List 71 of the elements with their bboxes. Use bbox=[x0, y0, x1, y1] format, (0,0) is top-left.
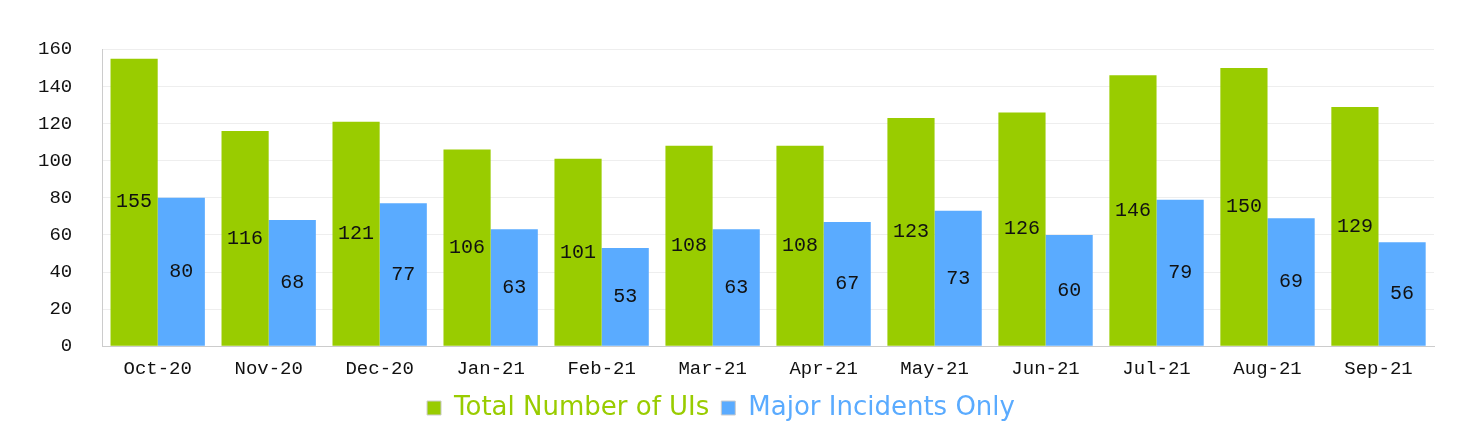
data-label: 73 bbox=[946, 266, 971, 290]
bar bbox=[665, 145, 713, 346]
data-label: 129 bbox=[1336, 214, 1373, 238]
bar bbox=[712, 229, 760, 346]
legend-label: Total Number of UIs bbox=[453, 390, 710, 421]
bar bbox=[1267, 218, 1315, 346]
data-label: 106 bbox=[449, 235, 486, 259]
bar bbox=[1109, 75, 1157, 346]
bar bbox=[443, 149, 491, 346]
bar bbox=[1220, 67, 1268, 346]
x-tick-label: Aug-21 bbox=[1233, 357, 1302, 380]
data-label: 60 bbox=[1057, 278, 1082, 302]
bar bbox=[823, 221, 871, 346]
x-tick-label: Jun-21 bbox=[1011, 357, 1080, 380]
data-label: 108 bbox=[671, 234, 708, 258]
data-label: 77 bbox=[391, 262, 416, 286]
bar bbox=[221, 131, 269, 346]
bar bbox=[554, 158, 602, 346]
bar bbox=[1045, 234, 1093, 346]
data-label: 67 bbox=[835, 272, 860, 296]
data-label: 53 bbox=[613, 285, 638, 309]
legend-label: Major Incidents Only bbox=[748, 390, 1015, 421]
y-tick-label: 120 bbox=[37, 112, 73, 135]
bar bbox=[1331, 106, 1379, 346]
bar bbox=[379, 203, 427, 346]
bar bbox=[1156, 199, 1204, 346]
y-tick-label: 60 bbox=[49, 223, 73, 246]
x-tick-label: Jan-21 bbox=[456, 357, 525, 380]
bar bbox=[887, 118, 935, 346]
data-label: 63 bbox=[724, 275, 749, 299]
bar bbox=[601, 247, 649, 346]
x-tick-label: May-21 bbox=[900, 357, 969, 380]
y-tick-label: 20 bbox=[49, 298, 73, 321]
bar bbox=[332, 121, 380, 346]
bar bbox=[776, 145, 824, 346]
y-tick-label: 160 bbox=[37, 38, 73, 61]
data-label: 121 bbox=[338, 222, 375, 246]
data-label: 108 bbox=[782, 234, 819, 258]
data-label: 116 bbox=[227, 226, 264, 250]
data-label: 123 bbox=[892, 220, 929, 244]
data-label: 68 bbox=[280, 271, 305, 295]
bar bbox=[157, 197, 205, 346]
bar bbox=[1378, 242, 1426, 346]
x-tick-label: Oct-20 bbox=[123, 357, 192, 380]
data-label: 56 bbox=[1390, 282, 1415, 306]
y-tick-label: 0 bbox=[60, 335, 73, 358]
bar bbox=[268, 220, 316, 346]
x-tick-label: Nov-20 bbox=[234, 357, 303, 380]
y-tick-label: 80 bbox=[49, 186, 73, 209]
data-label: 101 bbox=[560, 240, 597, 264]
y-tick-label: 100 bbox=[37, 149, 73, 172]
bar bbox=[998, 112, 1046, 346]
bar bbox=[110, 58, 158, 346]
data-label: 126 bbox=[1003, 217, 1040, 241]
x-tick-label: Jul-21 bbox=[1122, 357, 1191, 380]
data-label: 69 bbox=[1279, 270, 1304, 294]
y-tick-label: 40 bbox=[49, 261, 73, 284]
x-tick-label: Mar-21 bbox=[678, 357, 747, 380]
x-tick-label: Dec-20 bbox=[345, 357, 414, 380]
bar bbox=[490, 229, 538, 346]
x-tick-label: Feb-21 bbox=[567, 357, 636, 380]
data-label: 146 bbox=[1114, 198, 1151, 222]
data-label: 155 bbox=[116, 190, 153, 214]
data-label: 63 bbox=[502, 275, 527, 299]
bar bbox=[934, 210, 982, 346]
data-label: 79 bbox=[1168, 260, 1193, 284]
y-tick-label: 140 bbox=[37, 75, 73, 98]
data-label: 150 bbox=[1225, 195, 1262, 219]
data-label: 80 bbox=[169, 260, 194, 284]
x-tick-label: Apr-21 bbox=[789, 357, 858, 380]
x-tick-label: Sep-21 bbox=[1344, 357, 1413, 380]
